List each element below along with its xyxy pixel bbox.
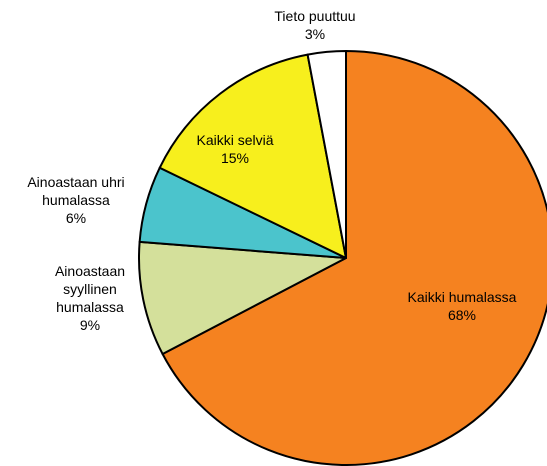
pie-slice xyxy=(161,50,547,466)
slice-label: Kaikki humalassa 68% xyxy=(377,288,547,324)
category-label: Ainoastaan syyllinen humalassa xyxy=(54,263,126,315)
value-label: 3% xyxy=(304,26,326,42)
slice-label: Ainoastaan syyllinen humalassa 9% xyxy=(48,262,132,334)
category-label: Kaikki selviä xyxy=(196,132,274,148)
value-label: 68% xyxy=(447,307,477,323)
value-label: 15% xyxy=(220,150,250,166)
category-label: Kaikki humalassa xyxy=(407,289,517,305)
pie-slice xyxy=(306,50,347,259)
value-label: 6% xyxy=(65,210,87,226)
slice-label: Tieto puuttuu 3% xyxy=(250,7,380,43)
category-label: Ainoastaan uhri humalassa xyxy=(27,174,125,208)
pie-slice xyxy=(138,240,347,355)
category-label: Tieto puuttuu xyxy=(274,8,356,24)
slice-label: Ainoastaan uhri humalassa 6% xyxy=(11,173,141,227)
slice-label: Kaikki selviä 15% xyxy=(175,131,295,167)
value-label: 9% xyxy=(79,317,101,333)
pie-slice xyxy=(158,53,347,259)
